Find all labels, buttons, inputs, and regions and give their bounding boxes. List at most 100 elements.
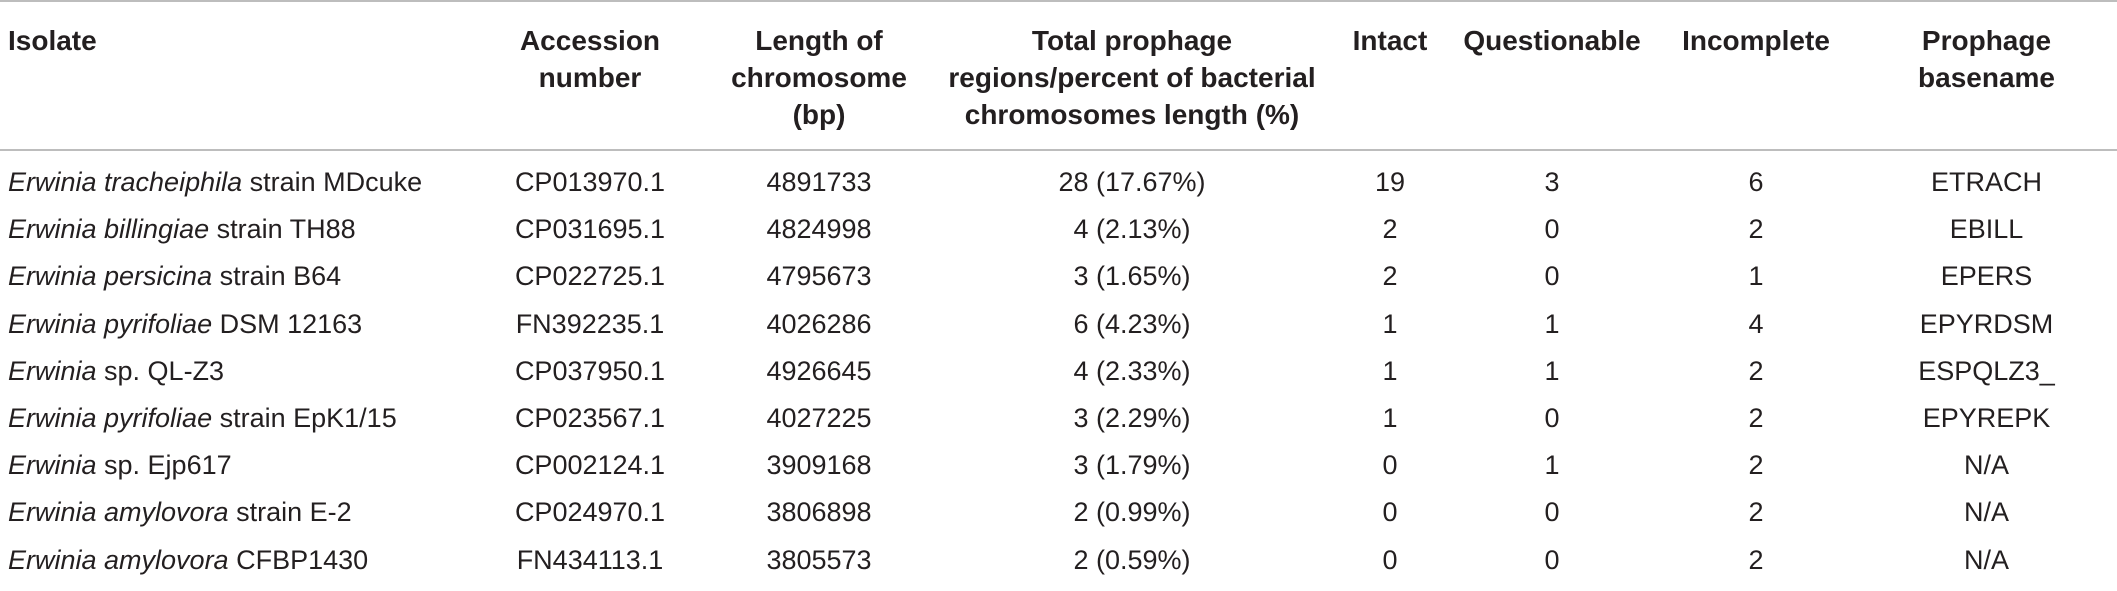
cell-isolate: Erwinia amylovora strain E-2 [0, 489, 474, 536]
cell-incomplete: 4 [1748, 308, 1764, 339]
species-name: Erwinia billingiae [8, 214, 210, 245]
cell-isolate: Erwinia sp. Ejp617 [0, 442, 474, 489]
cell-incomplete: 6 [1748, 167, 1764, 198]
cell-length: 4027225 [766, 403, 872, 434]
cell-basename: ETRACH [1930, 167, 2042, 198]
cell-total: 3 (1.79%) [1073, 450, 1191, 481]
cell-length: 3805573 [766, 544, 872, 575]
species-name: Erwinia pyrifoliae [8, 403, 213, 434]
cell-length: 3909168 [766, 450, 872, 481]
cell-questionable: 0 [1544, 403, 1560, 434]
table-row: Erwinia persicina strain B64 CP022725.1 47… [0, 253, 2117, 300]
cell-length: 3806898 [766, 497, 872, 528]
cell-basename: N/A [1963, 497, 2009, 528]
cell-accession: CP022725.1 [514, 261, 666, 292]
cell-basename: ESPQLZ3_ [1918, 355, 2055, 386]
cell-incomplete: 2 [1748, 403, 1764, 434]
strain-name: strain B64 [212, 261, 342, 292]
cell-length: 4824998 [766, 214, 872, 245]
table-row: Erwinia pyrifoliae strain EpK1/15 CP02356… [0, 395, 2117, 442]
cell-questionable: 0 [1544, 544, 1560, 575]
header-incomplete: Incomplete [1682, 25, 1830, 56]
species-name: Erwinia amylovora [8, 497, 229, 528]
cell-questionable: 1 [1544, 308, 1560, 339]
cell-accession: CP002124.1 [514, 450, 666, 481]
cell-accession: CP013970.1 [514, 167, 666, 198]
cell-incomplete: 2 [1748, 497, 1764, 528]
cell-total: 2 (0.99%) [1073, 497, 1191, 528]
cell-total: 3 (1.65%) [1073, 261, 1191, 292]
cell-intact: 2 [1382, 214, 1398, 245]
cell-length: 4891733 [766, 167, 872, 198]
strain-name: DSM 12163 [212, 308, 363, 339]
species-name: Erwinia amylovora [8, 544, 229, 575]
cell-incomplete: 1 [1748, 261, 1764, 292]
cell-accession: FN434113.1 [516, 544, 664, 575]
cell-isolate: Erwinia tracheiphila strain MDcuke [0, 150, 474, 206]
cell-intact: 0 [1382, 544, 1398, 575]
header-row: Isolate Accession number Length of chromos… [0, 1, 2117, 150]
strain-name: strain MDcuke [242, 167, 423, 198]
cell-length: 4026286 [766, 308, 872, 339]
cell-intact: 0 [1382, 450, 1398, 481]
cell-isolate: Erwinia sp. QL-Z3 [0, 348, 474, 395]
cell-accession: CP023567.1 [514, 403, 666, 434]
cell-total: 4 (2.33%) [1073, 355, 1191, 386]
table-row: Erwinia amylovora strain E-2 CP024970.1 38… [0, 489, 2117, 536]
cell-basename: EPERS [1940, 261, 2033, 292]
header-intact: Intact [1352, 25, 1428, 56]
cell-length: 4795673 [766, 261, 872, 292]
cell-questionable: 1 [1544, 450, 1560, 481]
cell-isolate: Erwinia billingiae strain TH88 [0, 206, 474, 253]
cell-questionable: 3 [1544, 167, 1560, 198]
cell-basename: EBILL [1949, 214, 2024, 245]
cell-isolate: Erwinia pyrifoliae strain EpK1/15 [0, 395, 474, 442]
table-row: Erwinia pyrifoliae DSM 12163 FN392235.1 40… [0, 301, 2117, 348]
cell-accession: FN392235.1 [515, 308, 665, 339]
cell-accession: CP031695.1 [514, 214, 666, 245]
header-total-prophage: Total prophage regions/percent of bacteri… [948, 25, 1316, 130]
cell-total: 3 (2.29%) [1073, 403, 1191, 434]
cell-incomplete: 2 [1748, 450, 1764, 481]
cell-questionable: 1 [1544, 355, 1560, 386]
cell-intact: 1 [1382, 403, 1398, 434]
strain-name: CFBP1430 [228, 544, 369, 575]
species-name: Erwinia tracheiphila [8, 167, 243, 198]
cell-incomplete: 2 [1748, 214, 1764, 245]
table-body: Erwinia tracheiphila strain MDcuke CP0139… [0, 150, 2117, 584]
species-name: Erwinia persicina [8, 261, 213, 292]
cell-intact: 19 [1374, 167, 1406, 198]
table-row: Erwinia tracheiphila strain MDcuke CP0139… [0, 150, 2117, 206]
cell-basename: EPYRDSM [1919, 308, 2054, 339]
cell-questionable: 0 [1544, 497, 1560, 528]
cell-intact: 0 [1382, 497, 1398, 528]
cell-incomplete: 2 [1748, 544, 1764, 575]
strain-name: strain TH88 [209, 214, 356, 245]
cell-isolate: Erwinia amylovora CFBP1430 [0, 537, 474, 584]
cell-total: 4 (2.13%) [1073, 214, 1191, 245]
header-length: Length of chromosome (bp) [731, 25, 907, 130]
cell-intact: 1 [1382, 308, 1398, 339]
cell-total: 2 (0.59%) [1073, 544, 1191, 575]
strain-name: sp. QL-Z3 [96, 355, 225, 386]
header-accession: Accession number [519, 25, 661, 93]
cell-total: 28 (17.67%) [1058, 167, 1206, 198]
cell-incomplete: 2 [1748, 355, 1764, 386]
species-name: Erwinia pyrifoliae [8, 308, 213, 339]
table-row: Erwinia billingiae strain TH88 CP031695.1… [0, 206, 2117, 253]
species-name: Erwinia [8, 450, 97, 481]
header-basename: Prophage basename [1918, 25, 2055, 93]
strain-name: strain EpK1/15 [212, 403, 397, 434]
table-row: Erwinia sp. QL-Z3 CP037950.1 4926645 4 (2.3… [0, 348, 2117, 395]
cell-intact: 1 [1382, 355, 1398, 386]
cell-isolate: Erwinia pyrifoliae DSM 12163 [0, 301, 474, 348]
cell-isolate: Erwinia persicina strain B64 [0, 253, 474, 300]
species-name: Erwinia [8, 355, 97, 386]
header-questionable: Questionable [1463, 25, 1641, 56]
table-row: Erwinia sp. Ejp617 CP002124.1 3909168 3 (1.… [0, 442, 2117, 489]
cell-accession: CP037950.1 [514, 355, 666, 386]
header-isolate: Isolate [8, 25, 97, 56]
cell-basename: EPYREPK [1922, 403, 2051, 434]
